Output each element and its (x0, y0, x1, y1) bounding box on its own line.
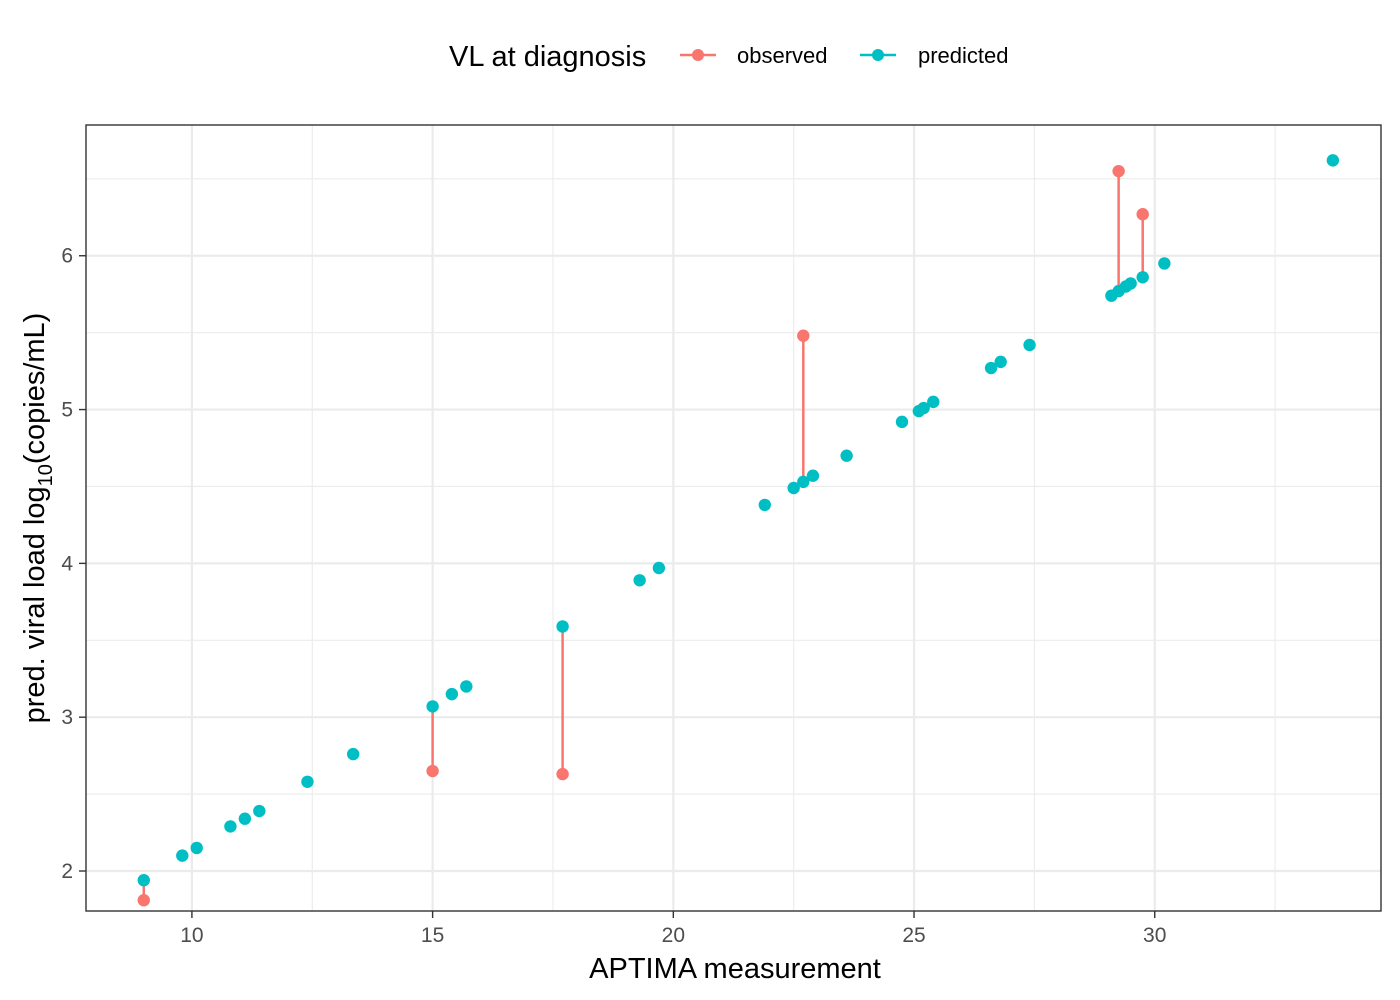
data-points (137, 154, 1340, 907)
predicted-point (301, 775, 314, 788)
y-axis-title: pred. viral load log10(copies/mL) (19, 313, 57, 724)
predicted-point (1136, 271, 1149, 284)
predicted-point (137, 874, 150, 887)
predicted-point (895, 415, 909, 429)
predicted-point (840, 449, 853, 462)
legend-title: VL at diagnosis (449, 41, 646, 73)
predicted-point (787, 481, 800, 495)
y-axis-title-main: pred. viral load log (19, 486, 51, 723)
predicted-point (238, 812, 252, 825)
predicted-point (176, 849, 189, 862)
y-tick-label: 6 (61, 245, 73, 268)
observed-point (556, 767, 569, 781)
predicted-point (1023, 338, 1036, 352)
predicted-point (1326, 154, 1340, 167)
y-axis-title-unit: (copies/mL) (19, 313, 51, 465)
predicted-point (346, 747, 360, 761)
plot-panel (86, 125, 1381, 911)
axis-ticks: 10 15 20 25 30 2 3 4 5 6 (61, 245, 1166, 947)
legend-key-observed-point (692, 49, 704, 61)
legend-key-predicted-point (872, 49, 884, 61)
x-tick-label: 15 (421, 924, 444, 947)
observed-point (797, 329, 810, 342)
predicted-point (1158, 257, 1171, 270)
predicted-point (806, 469, 820, 482)
predicted-point (190, 841, 203, 855)
y-tick-label: 3 (61, 706, 73, 729)
observed-point (1136, 208, 1149, 221)
y-tick-label: 4 (61, 552, 73, 575)
predicted-point (426, 700, 439, 713)
predicted-point (927, 395, 940, 409)
y-axis-title-subscript: 10 (35, 464, 57, 486)
predicted-point (445, 687, 459, 701)
x-axis-title: APTIMA measurement (589, 953, 881, 985)
legend: VL at diagnosis observed predicted (449, 41, 1009, 73)
gridlines (86, 125, 1381, 911)
predicted-point (994, 355, 1007, 369)
x-tick-label: 25 (902, 924, 925, 947)
panel-border (85, 124, 1382, 912)
y-tick-label: 2 (61, 860, 73, 883)
legend-label-predicted: predicted (918, 43, 1009, 68)
predicted-point (917, 401, 930, 415)
predicted-point (1124, 277, 1137, 290)
observed-point (426, 764, 439, 778)
legend-label-observed: observed (737, 43, 828, 68)
predicted-point (633, 574, 646, 587)
predicted-point (556, 620, 569, 633)
predicted-point (652, 561, 666, 575)
predicted-point (224, 820, 237, 833)
predicted-point (460, 680, 473, 693)
predicted-point (758, 498, 771, 512)
predicted-point (984, 361, 998, 375)
observed-point (137, 894, 150, 907)
y-tick-label: 5 (61, 399, 73, 422)
x-tick-label: 20 (662, 924, 685, 947)
x-tick-label: 10 (180, 924, 203, 947)
predicted-point (797, 475, 810, 489)
predicted-point (253, 804, 266, 818)
observed-point (1112, 164, 1125, 178)
x-tick-label: 30 (1143, 924, 1166, 947)
